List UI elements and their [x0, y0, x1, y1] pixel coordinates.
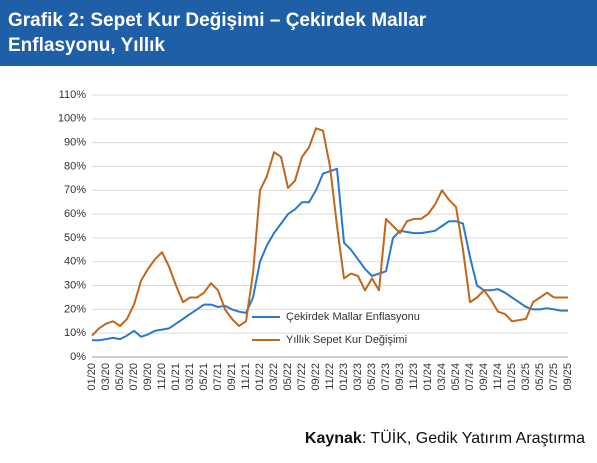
- series-line: [91, 127, 568, 337]
- x-tick-label: 03/20: [100, 363, 112, 391]
- x-tick-label: 07/25: [548, 363, 560, 391]
- y-tick-label: 20%: [64, 303, 86, 315]
- x-tick-label: 07/24: [464, 363, 476, 391]
- x-tick-label: 03/23: [352, 363, 364, 391]
- y-tick-label: 50%: [64, 232, 86, 244]
- y-tick-label: 100%: [58, 113, 86, 125]
- x-tick-label: 05/24: [450, 363, 462, 391]
- y-tick-label: 10%: [64, 327, 86, 339]
- x-tick-label: 09/24: [478, 363, 490, 391]
- x-tick-label: 09/25: [562, 363, 574, 391]
- y-tick-label: 30%: [64, 279, 86, 291]
- x-tick-label: 01/23: [338, 363, 350, 391]
- x-tick-label: 01/21: [170, 363, 182, 391]
- x-tick-label: 09/20: [142, 363, 154, 391]
- y-tick-label: 60%: [64, 208, 86, 220]
- y-tick-label: 0%: [70, 351, 86, 363]
- y-tick-label: 80%: [64, 160, 86, 172]
- x-tick-label: 03/24: [436, 363, 448, 391]
- x-tick-label: 03/21: [184, 363, 196, 391]
- x-tick-label: 11/24: [492, 363, 504, 390]
- y-tick-label: 70%: [64, 184, 86, 196]
- x-tick-label: 01/20: [86, 363, 98, 391]
- y-tick-label: 90%: [64, 137, 86, 149]
- x-tick-label: 05/20: [114, 363, 126, 391]
- x-tick-label: 07/21: [212, 363, 224, 391]
- source-label: Kaynak: [304, 430, 362, 447]
- x-tick-label: 01/22: [254, 363, 266, 391]
- x-tick-label: 09/22: [310, 363, 322, 391]
- x-tick-label: 05/25: [534, 363, 546, 391]
- x-tick-label: 03/22: [268, 363, 280, 391]
- x-tick-label: 01/25: [506, 363, 518, 391]
- y-tick-label: 110%: [59, 89, 87, 101]
- chart-title: Grafik 2: Sepet Kur Değişimi – Çekirdek …: [8, 10, 427, 56]
- x-tick-label: 09/23: [394, 363, 406, 391]
- x-tick-label: 05/23: [366, 363, 378, 391]
- x-tick-label: 05/22: [282, 363, 294, 391]
- x-tick-label: 01/24: [422, 363, 434, 391]
- x-tick-label: 05/21: [198, 363, 210, 391]
- source-text: : TÜİK, Gedik Yatırım Araştırma: [361, 430, 585, 447]
- x-tick-label: 09/21: [226, 363, 238, 391]
- legend-label: Çekirdek Mallar Enflasyonu: [286, 311, 420, 323]
- y-tick-label: 40%: [64, 256, 86, 268]
- x-tick-label: 11/22: [324, 363, 336, 390]
- x-tick-label: 11/23: [408, 363, 420, 390]
- x-tick-label: 07/22: [296, 363, 308, 391]
- x-tick-label: 11/20: [156, 363, 168, 390]
- x-tick-label: 07/20: [128, 363, 140, 391]
- x-tick-label: 07/23: [380, 363, 392, 391]
- x-tick-label: 11/21: [240, 363, 252, 390]
- source: Kaynak: TÜİK, Gedik Yatırım Araştırma: [305, 430, 585, 448]
- legend-label: Yıllık Sepet Kur Değişimi: [286, 334, 407, 346]
- x-tick-label: 03/25: [520, 363, 532, 391]
- header: Grafik 2: Sepet Kur Değişimi – Çekirdek …: [0, 0, 597, 66]
